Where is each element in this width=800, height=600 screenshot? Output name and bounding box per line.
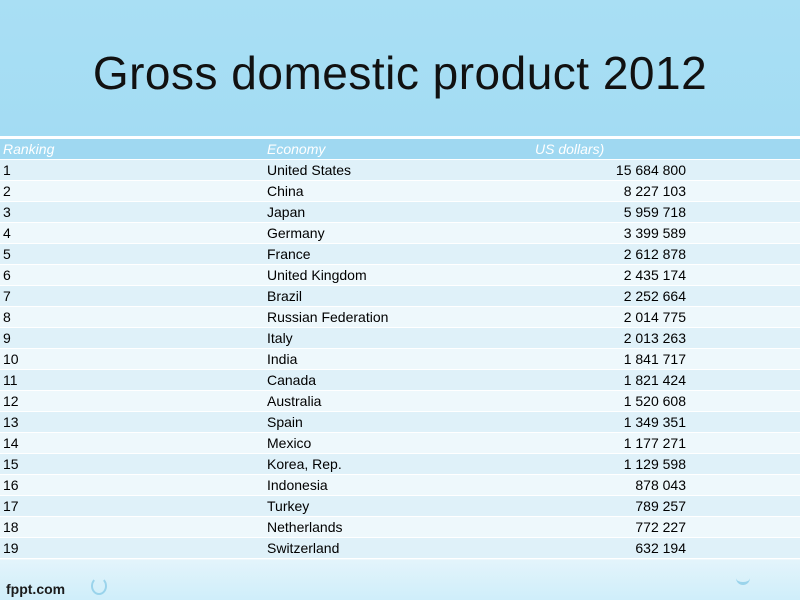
cell-economy: Canada (264, 369, 532, 391)
table-row: 8 Russian Federation 2 014 775 (0, 306, 800, 328)
cell-us-dollars: 878 043 (532, 474, 800, 496)
cell-ranking: 6 (0, 264, 264, 286)
cell-us-dollars: 1 841 717 (532, 348, 800, 370)
cell-us-dollars: 1 520 608 (532, 390, 800, 412)
table-row: 17 Turkey 789 257 (0, 495, 800, 517)
cell-ranking: 17 (0, 495, 264, 517)
cell-ranking: 7 (0, 285, 264, 307)
cell-ranking: 19 (0, 537, 264, 559)
cell-economy: Indonesia (264, 474, 532, 496)
cell-us-dollars: 1 177 271 (532, 432, 800, 454)
cell-economy: Turkey (264, 495, 532, 517)
cell-ranking: 10 (0, 348, 264, 370)
cell-us-dollars: 789 257 (532, 495, 800, 517)
swirl-decoration-icon (91, 577, 107, 595)
table-row: 14 Mexico 1 177 271 (0, 432, 800, 454)
cell-economy: Switzerland (264, 537, 532, 559)
cell-economy: United States (264, 159, 532, 181)
footer-band (0, 560, 800, 600)
cell-us-dollars: 5 959 718 (532, 201, 800, 223)
cell-economy: Spain (264, 411, 532, 433)
table-row: 9 Italy 2 013 263 (0, 327, 800, 349)
cell-economy: Germany (264, 222, 532, 244)
table-row: 5 France 2 612 878 (0, 243, 800, 265)
table-row: 19 Switzerland 632 194 (0, 537, 800, 559)
slide-title: Gross domestic product 2012 (92, 47, 708, 99)
cell-us-dollars: 632 194 (532, 537, 800, 559)
cell-us-dollars: 2 013 263 (532, 327, 800, 349)
table-row: 11 Canada 1 821 424 (0, 369, 800, 391)
column-header-ranking: Ranking (0, 139, 264, 160)
cell-economy: France (264, 243, 532, 265)
table-row: 4 Germany 3 399 589 (0, 222, 800, 244)
cell-economy: Korea, Rep. (264, 453, 532, 475)
cell-us-dollars: 8 227 103 (532, 180, 800, 202)
swirl-decoration-icon (736, 570, 750, 585)
table-header-row: Ranking Economy US dollars) (0, 139, 800, 160)
cell-ranking: 3 (0, 201, 264, 223)
table-row: 18 Netherlands 772 227 (0, 516, 800, 538)
cell-us-dollars: 3 399 589 (532, 222, 800, 244)
cell-us-dollars: 2 612 878 (532, 243, 800, 265)
cell-ranking: 5 (0, 243, 264, 265)
cell-economy: Italy (264, 327, 532, 349)
cell-ranking: 1 (0, 159, 264, 181)
cell-economy: Japan (264, 201, 532, 223)
cell-us-dollars: 2 014 775 (532, 306, 800, 328)
cell-economy: Australia (264, 390, 532, 412)
table-row: 3 Japan 5 959 718 (0, 201, 800, 223)
cell-us-dollars: 1 821 424 (532, 369, 800, 391)
cell-ranking: 11 (0, 369, 264, 391)
cell-ranking: 2 (0, 180, 264, 202)
cell-us-dollars: 2 435 174 (532, 264, 800, 286)
table-row: 2 China 8 227 103 (0, 180, 800, 202)
cell-economy: United Kingdom (264, 264, 532, 286)
cell-ranking: 13 (0, 411, 264, 433)
table-row: 13 Spain 1 349 351 (0, 411, 800, 433)
cell-ranking: 14 (0, 432, 264, 454)
cell-us-dollars: 772 227 (532, 516, 800, 538)
table-row: 16 Indonesia 878 043 (0, 474, 800, 496)
cell-ranking: 18 (0, 516, 264, 538)
column-header-economy: Economy (264, 139, 532, 160)
cell-economy: Netherlands (264, 516, 532, 538)
table-row: 15 Korea, Rep. 1 129 598 (0, 453, 800, 475)
table-row: 1 United States 15 684 800 (0, 159, 800, 181)
cell-economy: Mexico (264, 432, 532, 454)
gdp-table: Ranking Economy US dollars) 1 United Stat… (0, 139, 800, 582)
table-row: 6 United Kingdom 2 435 174 (0, 264, 800, 286)
cell-ranking: 4 (0, 222, 264, 244)
cell-ranking: 9 (0, 327, 264, 349)
cell-ranking: 15 (0, 453, 264, 475)
cell-ranking: 8 (0, 306, 264, 328)
table-row: 10 India 1 841 717 (0, 348, 800, 370)
cell-us-dollars: 1 349 351 (532, 411, 800, 433)
cell-economy: China (264, 180, 532, 202)
cell-economy: Brazil (264, 285, 532, 307)
table-row: 12 Australia 1 520 608 (0, 390, 800, 412)
cell-us-dollars: 2 252 664 (532, 285, 800, 307)
column-header-us-dollars: US dollars) (532, 139, 800, 160)
title-band (0, 0, 800, 136)
cell-economy: Russian Federation (264, 306, 532, 328)
footer-brand: fppt.com (6, 581, 66, 597)
cell-us-dollars: 1 129 598 (532, 453, 800, 475)
cell-us-dollars: 15 684 800 (532, 159, 800, 181)
cell-economy: India (264, 348, 532, 370)
cell-ranking: 12 (0, 390, 264, 412)
cell-ranking: 16 (0, 474, 264, 496)
table-row: 7 Brazil 2 252 664 (0, 285, 800, 307)
